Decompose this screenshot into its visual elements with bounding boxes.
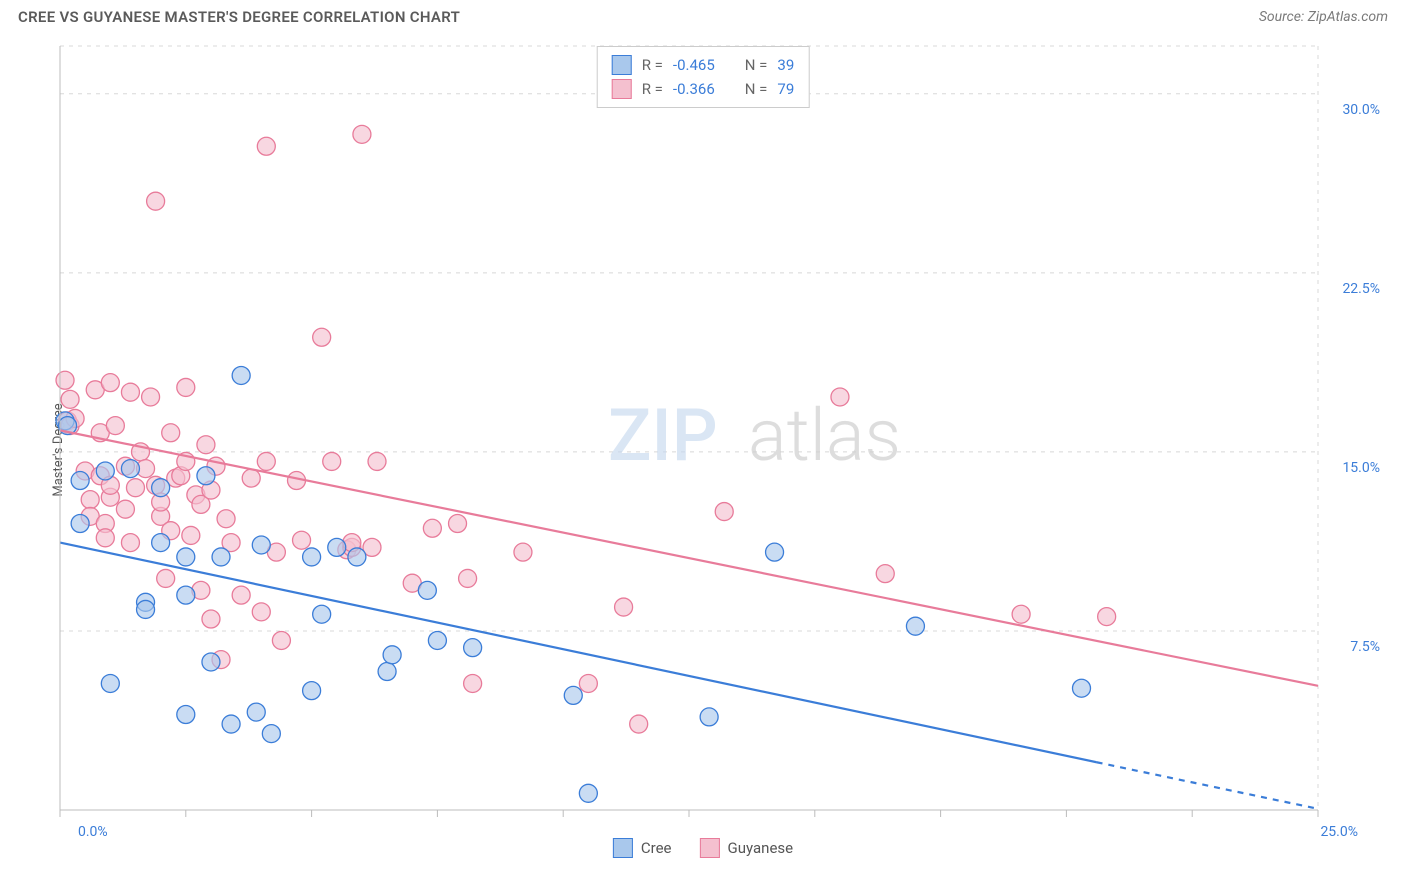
source-attribution: Source: ZipAtlas.com <box>1259 9 1388 25</box>
r-value-guyanese: -0.366 <box>673 77 715 101</box>
swatch-guyanese <box>700 838 720 858</box>
r-label: R = <box>642 53 663 77</box>
n-label: N = <box>745 77 768 101</box>
chart-title: CREE VS GUYANESE MASTER'S DEGREE CORRELA… <box>18 8 460 26</box>
plot-area: Master's Degree ZIP atlas 7.5%15.0%22.5%… <box>18 40 1388 860</box>
watermark-zip: ZIP <box>608 393 718 478</box>
svg-text:15.0%: 15.0% <box>1342 460 1380 476</box>
chart-header: CREE VS GUYANESE MASTER'S DEGREE CORRELA… <box>0 0 1406 30</box>
stats-row-guyanese: R = -0.366 N = 79 <box>612 77 795 101</box>
n-label: N = <box>745 53 768 77</box>
scatter-chart: ZIP atlas 7.5% 15.0% 22.5% 30.0% 0.0% 25.0% <box>48 40 1388 860</box>
n-value-cree: 39 <box>777 53 794 77</box>
swatch-guyanese <box>612 79 632 99</box>
series-legend: Cree Guyanese <box>613 838 793 858</box>
r-value-cree: -0.465 <box>673 53 715 77</box>
stats-legend: R = -0.465 N = 39 R = -0.366 N = 79 <box>597 46 810 108</box>
svg-text:7.5%: 7.5% <box>1350 639 1380 655</box>
stats-row-cree: R = -0.465 N = 39 <box>612 53 795 77</box>
legend-label-guyanese: Guyanese <box>728 839 794 857</box>
watermark-atlas: atlas <box>748 393 901 478</box>
swatch-cree <box>612 55 632 75</box>
svg-text:22.5%: 22.5% <box>1342 281 1380 297</box>
swatch-cree <box>613 838 633 858</box>
r-label: R = <box>642 77 663 101</box>
legend-item-guyanese: Guyanese <box>700 838 794 858</box>
legend-label-cree: Cree <box>641 839 672 857</box>
svg-text:0.0%: 0.0% <box>78 824 108 840</box>
legend-item-cree: Cree <box>613 838 672 858</box>
svg-text:30.0%: 30.0% <box>1342 102 1380 118</box>
svg-text:25.0%: 25.0% <box>1320 824 1358 840</box>
n-value-guyanese: 79 <box>777 77 794 101</box>
